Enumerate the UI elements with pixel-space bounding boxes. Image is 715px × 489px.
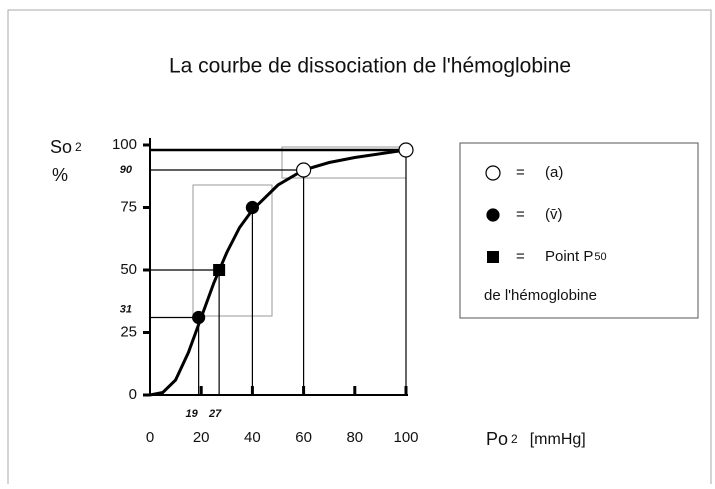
y-label-main: So	[50, 137, 72, 157]
x-tick-label: 60	[295, 429, 312, 446]
y-label-sub: 2	[75, 140, 82, 154]
legend-label-text: (a)	[545, 164, 563, 181]
y-axis-unit: %	[52, 165, 68, 185]
legend-label-sub: 50	[594, 251, 606, 263]
legend-separator: =	[516, 248, 525, 265]
frame	[7, 9, 712, 489]
legend-label: (v̄)	[545, 206, 563, 223]
y-point-label: 90	[120, 164, 133, 176]
y-axis-label: So 2	[50, 137, 82, 157]
x-axis-label: Po 2 [mmHg]	[486, 429, 586, 449]
y-tick-label: 75	[120, 198, 137, 215]
y-tick-label: 100	[112, 136, 137, 153]
x-tick-label: 20	[193, 429, 210, 446]
legend-separator: =	[516, 206, 525, 223]
legend-marker	[485, 165, 501, 181]
y-point-label: 31	[120, 303, 132, 315]
point	[398, 142, 414, 158]
x-tick-label: 100	[393, 429, 418, 446]
legend-label-line2: de l'hémoglobine	[484, 287, 597, 304]
legend-label-text: Point P	[545, 248, 593, 265]
x-label-sub: 2	[511, 432, 518, 446]
legend-separator: =	[516, 164, 525, 181]
point	[296, 162, 312, 178]
legend-marker	[487, 251, 499, 263]
legend-label: (a)	[545, 164, 563, 181]
point	[192, 310, 206, 325]
x-label-unit: [mmHg]	[530, 431, 586, 448]
x-tick-label: 80	[346, 429, 363, 446]
x-point-label: 19	[186, 408, 199, 420]
chart-title: La courbe de dissociation de l'hémoglobi…	[169, 55, 571, 78]
legend-marker	[486, 208, 500, 222]
legend-label-text: (v̄)	[545, 206, 563, 223]
x-tick-label: 40	[244, 429, 261, 446]
legend-label: Point P50	[545, 248, 607, 265]
y-tick-label: 25	[120, 323, 137, 340]
guide-box	[192, 184, 273, 317]
x-point-label: 27	[208, 408, 222, 420]
point	[213, 264, 226, 276]
point	[245, 200, 259, 215]
y-tick-label: 50	[120, 261, 137, 278]
x-label-main: Po	[486, 429, 508, 449]
dissociation-curve	[149, 148, 407, 397]
x-tick-label: 0	[146, 429, 154, 446]
y-tick-label: 0	[129, 386, 137, 403]
legend-box	[459, 142, 699, 319]
